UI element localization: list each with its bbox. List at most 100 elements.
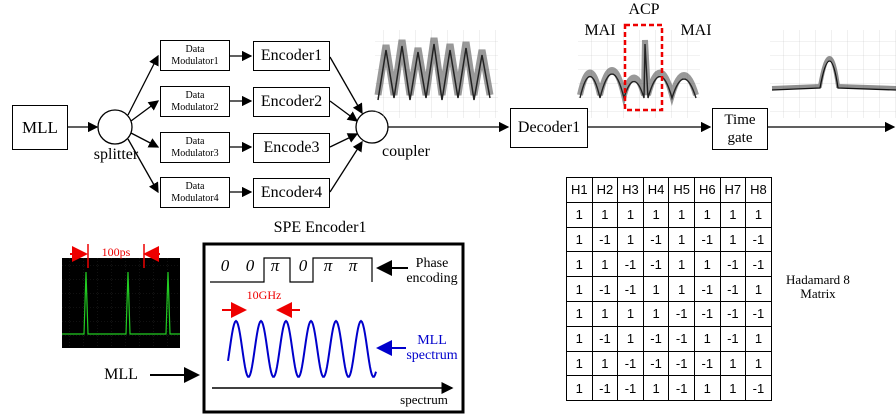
data-modulator: Data Modulator1 xyxy=(160,40,230,71)
table-cell: 1 xyxy=(669,252,695,277)
time-gate: Time gate xyxy=(712,108,768,150)
decoder: Decoder1 xyxy=(510,108,588,148)
table-cell: 1 xyxy=(567,227,593,252)
phase-symbol: 0 xyxy=(240,257,260,276)
table-cell: 1 xyxy=(720,202,746,227)
table-cell: -1 xyxy=(643,252,669,277)
table-cell: -1 xyxy=(746,301,772,326)
table-cell: -1 xyxy=(592,326,618,351)
phase-symbol: 0 xyxy=(215,257,235,276)
phase-symbol: π xyxy=(265,257,285,276)
mll-label: MLL xyxy=(96,366,146,384)
header-cell: H8 xyxy=(746,178,772,203)
table-cell: 1 xyxy=(720,227,746,252)
table-cell: 1 xyxy=(746,202,772,227)
header-cell: H6 xyxy=(694,178,720,203)
table-cell: 1 xyxy=(669,202,695,227)
encoder: Encode3 xyxy=(253,133,330,163)
table-cell: 1 xyxy=(567,376,593,401)
table-cell: -1 xyxy=(669,376,695,401)
table-cell: -1 xyxy=(618,376,644,401)
encoder-title: SPE Encoder1 xyxy=(250,219,390,237)
table-cell: 1 xyxy=(592,351,618,376)
table-cell: -1 xyxy=(592,227,618,252)
table-caption: Hadamard 8 Matrix xyxy=(778,273,858,302)
table-cell: 1 xyxy=(746,351,772,376)
phase-label: Phase encoding xyxy=(404,256,460,287)
table-cell: 1 xyxy=(643,202,669,227)
table-cell: -1 xyxy=(618,277,644,302)
table-row: 11111111 xyxy=(567,202,772,227)
table-cell: 1 xyxy=(643,277,669,302)
data-modulator: Data Modulator4 xyxy=(160,177,230,208)
table-cell: -1 xyxy=(694,301,720,326)
table-cell: 1 xyxy=(694,252,720,277)
table-cell: -1 xyxy=(618,252,644,277)
table-cell: 1 xyxy=(567,202,593,227)
header-cell: H3 xyxy=(618,178,644,203)
table-cell: -1 xyxy=(669,301,695,326)
splitter-label: splitter xyxy=(76,146,156,164)
phase-symbol: 0 xyxy=(293,257,313,276)
table-cell: -1 xyxy=(720,326,746,351)
acp-label: ACP xyxy=(624,1,664,19)
table-cell: -1 xyxy=(592,376,618,401)
table-cell: 1 xyxy=(720,376,746,401)
table-cell: -1 xyxy=(694,277,720,302)
table-cell: 1 xyxy=(746,326,772,351)
table-cell: -1 xyxy=(643,351,669,376)
table-cell: 1 xyxy=(694,202,720,227)
header-cell: H5 xyxy=(669,178,695,203)
table-cell: -1 xyxy=(694,227,720,252)
table-cell: -1 xyxy=(592,277,618,302)
table-cell: 1 xyxy=(567,326,593,351)
data-modulator: Data Modulator3 xyxy=(160,132,230,163)
table-cell: -1 xyxy=(746,252,772,277)
encoder: Encoder2 xyxy=(253,87,330,117)
table-cell: 1 xyxy=(669,277,695,302)
table-cell: 1 xyxy=(618,326,644,351)
table-cell: 1 xyxy=(618,227,644,252)
diagram: MLL splitter coupler Decoder1 Time gate … xyxy=(0,0,896,415)
mai-label: MAI xyxy=(674,22,718,40)
mai-label: MAI xyxy=(578,22,622,40)
header-cell: H1 xyxy=(567,178,593,203)
data-modulator: Data Modulator2 xyxy=(160,86,230,117)
table-cell: 1 xyxy=(694,326,720,351)
axis-label: spectrum xyxy=(392,393,456,407)
scope-traces xyxy=(375,25,896,118)
table-cell: 1 xyxy=(643,376,669,401)
table-cell: 1 xyxy=(592,202,618,227)
table-cell: -1 xyxy=(720,252,746,277)
table-cell: -1 xyxy=(643,326,669,351)
table-cell: 1 xyxy=(618,301,644,326)
table-cell: -1 xyxy=(720,277,746,302)
header-cell: H2 xyxy=(592,178,618,203)
table-cell: -1 xyxy=(720,301,746,326)
table-cell: 1 xyxy=(567,301,593,326)
mll-source: MLL xyxy=(12,105,68,150)
table-cell: 1 xyxy=(567,351,593,376)
table-cell: 1 xyxy=(592,252,618,277)
table-cell: 1 xyxy=(694,376,720,401)
coupler-label: coupler xyxy=(376,143,436,161)
phase-symbol: π xyxy=(318,257,338,276)
header-cell: H7 xyxy=(720,178,746,203)
mll-scope xyxy=(62,244,198,375)
table-cell: -1 xyxy=(694,351,720,376)
table-cell: -1 xyxy=(618,351,644,376)
table-cell: 1 xyxy=(643,301,669,326)
header-cell: H4 xyxy=(643,178,669,203)
frequency: 10GHz xyxy=(244,289,284,302)
table-cell: -1 xyxy=(643,227,669,252)
table-cell: 1 xyxy=(592,301,618,326)
table-cell: 1 xyxy=(669,227,695,252)
